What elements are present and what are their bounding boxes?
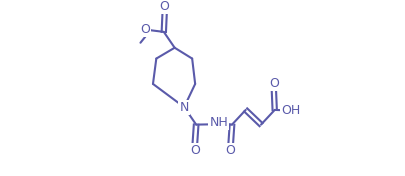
Text: O: O bbox=[159, 0, 169, 13]
Text: O: O bbox=[225, 144, 235, 158]
Text: N: N bbox=[179, 101, 188, 114]
Text: O: O bbox=[268, 77, 278, 90]
Text: OH: OH bbox=[281, 104, 300, 117]
Text: NH: NH bbox=[209, 116, 228, 129]
Text: O: O bbox=[190, 144, 199, 158]
Text: O: O bbox=[140, 23, 150, 36]
